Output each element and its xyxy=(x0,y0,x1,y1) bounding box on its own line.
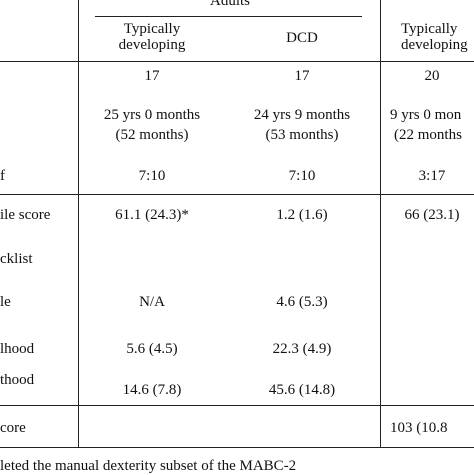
table-bottom-rule xyxy=(0,447,474,448)
group-header-adults: Adults xyxy=(209,0,251,9)
rule-before-score xyxy=(0,405,474,406)
cell-age-sub-col1: (52 months) xyxy=(115,127,189,143)
cell-n-col1: 17 xyxy=(144,68,160,84)
cell-age-col1: 25 yrs 0 months xyxy=(103,107,201,123)
row-label-checklist: cklist xyxy=(0,251,33,267)
cell-age-col3: 9 yrs 0 mon xyxy=(390,107,462,123)
row-label-scale: le xyxy=(0,294,11,310)
col3-header-line2: developing xyxy=(401,37,468,53)
row-label-adulthood: thood xyxy=(0,372,35,388)
row-label-percentile: ile score xyxy=(0,207,51,223)
col1-header-line2: developing xyxy=(118,37,186,53)
cell-percentile-col1: 61.1 (24.3)* xyxy=(115,207,189,223)
column-divider-left xyxy=(78,0,79,447)
col1-header-line1: Typically xyxy=(123,21,181,37)
cell-adulthood-col1: 14.6 (7.8) xyxy=(122,382,182,398)
row-label-sex: f xyxy=(0,168,5,184)
table-footnote: leted the manual dexterity subset of the… xyxy=(0,458,297,474)
cell-sex-col1: 7:10 xyxy=(138,168,166,184)
cell-adulthood-col2: 45.6 (14.8) xyxy=(268,382,336,398)
cell-childhood-col2: 22.3 (4.9) xyxy=(272,341,332,357)
cell-sex-col3: 3:17 xyxy=(418,168,446,184)
header-bottom-rule xyxy=(0,61,474,62)
col2-header: DCD xyxy=(286,30,318,46)
column-divider-right xyxy=(380,0,381,447)
cell-percentile-col2: 1.2 (1.6) xyxy=(276,207,328,223)
cell-score-col3: 103 (10.8 xyxy=(390,420,448,436)
cell-percentile-col3: 66 (23.1) xyxy=(404,207,460,223)
cell-n-col3: 20 xyxy=(424,68,440,84)
rule-after-sex xyxy=(0,194,474,195)
adults-underline xyxy=(95,16,362,17)
cell-childhood-col1: 5.6 (4.5) xyxy=(126,341,178,357)
row-label-score: core xyxy=(0,420,26,436)
row-label-childhood: lhood xyxy=(0,341,35,357)
col3-header-line1: Typically xyxy=(401,21,458,37)
cell-age-sub-col3: (22 months xyxy=(394,127,462,143)
cell-scale-col1: N/A xyxy=(139,294,165,310)
cell-age-col2: 24 yrs 9 months xyxy=(253,107,351,123)
cell-scale-col2: 4.6 (5.3) xyxy=(276,294,328,310)
cell-sex-col2: 7:10 xyxy=(288,168,316,184)
cell-n-col2: 17 xyxy=(294,68,310,84)
cell-age-sub-col2: (53 months) xyxy=(265,127,339,143)
